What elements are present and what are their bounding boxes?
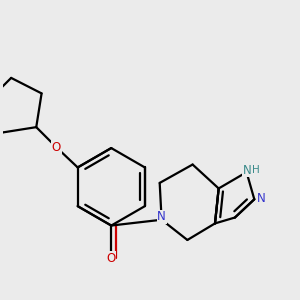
Text: N: N — [257, 192, 266, 205]
Text: N: N — [157, 210, 166, 223]
Text: N: N — [243, 164, 252, 177]
Text: O: O — [52, 141, 61, 154]
Text: H: H — [252, 165, 260, 175]
Text: O: O — [106, 252, 116, 265]
